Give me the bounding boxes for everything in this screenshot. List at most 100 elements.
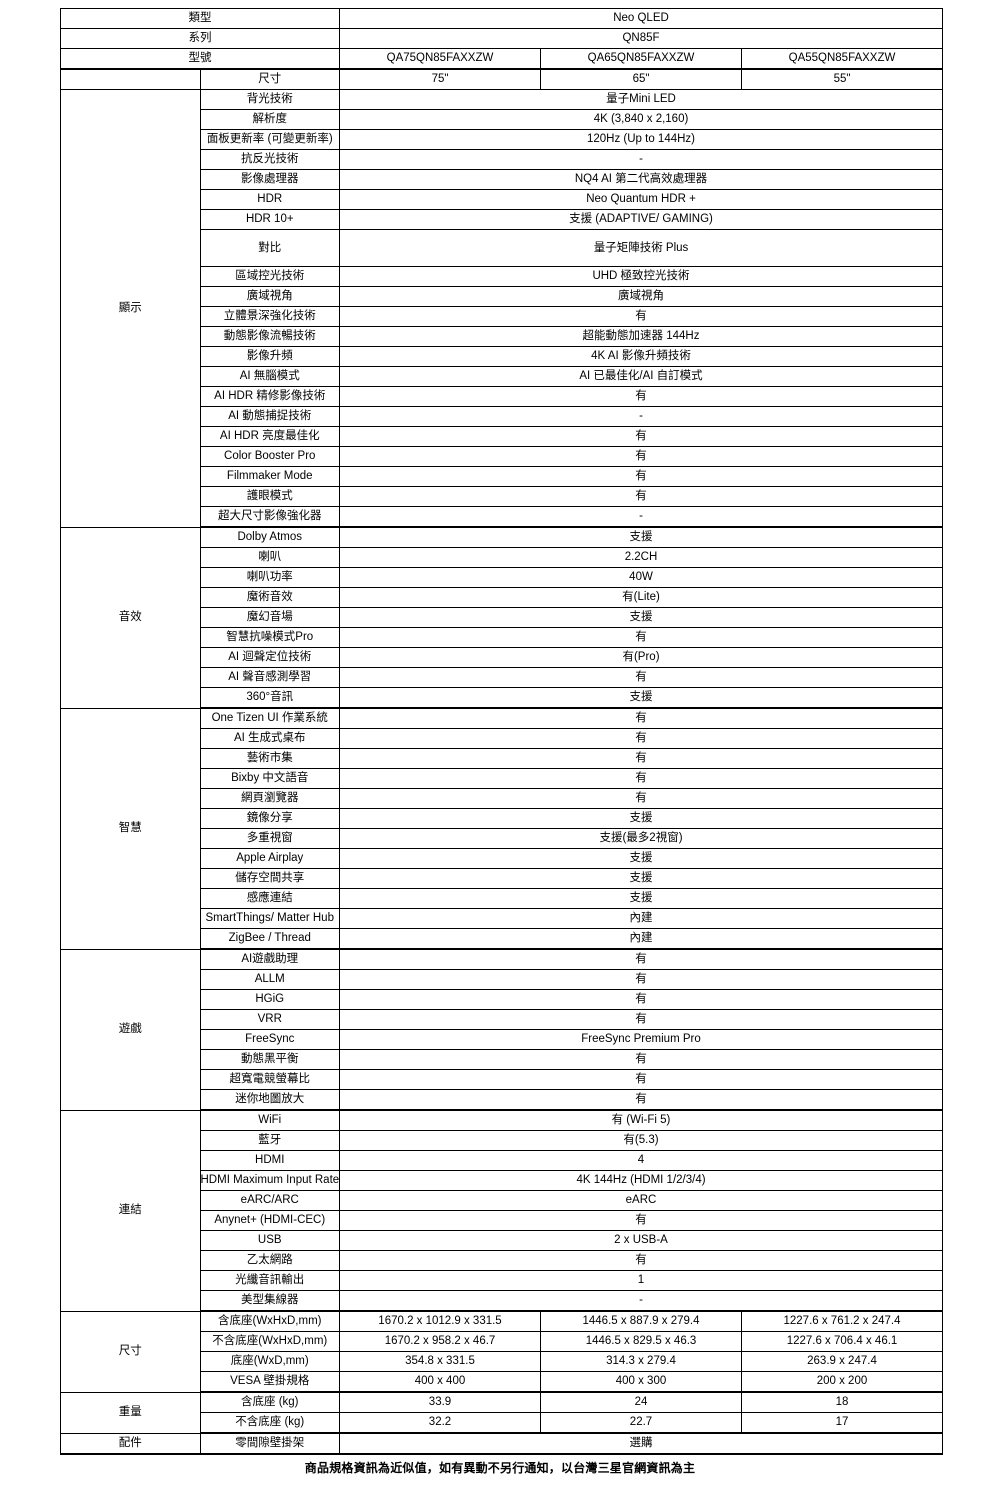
table-row: 智慧抗噪模式Pro 有 <box>61 627 943 648</box>
table-row: AI 生成式桌布有 <box>61 728 943 749</box>
row-label: 零間隙壁掛架 <box>199 1432 340 1455</box>
row-value: 33.9 <box>339 1391 541 1413</box>
category-重量: 重量 <box>60 1391 201 1434</box>
table-row: 感應連結 支援 <box>61 888 943 909</box>
row-value: 有 <box>339 1250 943 1271</box>
row-value: 4K 144Hz (HDMI 1/2/3/4) <box>339 1170 943 1191</box>
row-value: 40W <box>339 567 943 588</box>
row-label: Apple Airplay <box>199 848 340 869</box>
table-row: 光纖音訊輸出 1 <box>61 1270 943 1291</box>
row-value: 有 <box>339 728 943 749</box>
row-value: 24 <box>540 1391 742 1413</box>
row-label: VRR <box>199 1009 340 1030</box>
row-label: AI HDR 精修影像技術 <box>199 386 340 407</box>
row-value: 有 <box>339 486 943 507</box>
table-row: 對比 量子矩陣技術 Plus <box>61 229 943 267</box>
row-value: 有 <box>339 1069 943 1090</box>
row-value: 支援 <box>339 687 943 709</box>
table-body: 類型 Neo QLED 系列 QN85F 型號 QA75QN85FAXXZW QA65QN8… <box>60 8 943 1455</box>
row-label: HGiG <box>199 989 340 1010</box>
table-row: 迷你地圖放大有 <box>61 1089 943 1111</box>
row-label: 迷你地圖放大 <box>199 1089 340 1111</box>
row-value: 有 <box>339 386 943 407</box>
row-value: 支援 <box>339 808 943 829</box>
table-row: 遊戲 AI遊戲助理有 <box>60 948 943 1111</box>
row-value: 22.7 <box>540 1412 742 1434</box>
row-value: - <box>339 506 943 528</box>
table-row: 儲存空間共享 支援 <box>61 868 943 889</box>
row-label: 光纖音訊輸出 <box>199 1270 340 1291</box>
row-label: 背光技術 <box>199 89 340 110</box>
row-value: 量子矩陣技術 Plus <box>339 229 943 267</box>
category-尺寸: 尺寸 <box>60 1310 201 1393</box>
table-row: 顯示 背光技術 量子Mini LED <box>60 89 943 528</box>
row-label: 抗反光技術 <box>199 149 340 170</box>
row-label: 藝術市集 <box>199 748 340 769</box>
row-value: 支援(最多2視窗) <box>339 828 943 849</box>
table-row: USB 2 x USB-A <box>61 1230 943 1251</box>
row-label: WiFi <box>199 1109 340 1131</box>
row-label: 智慧抗噪模式Pro <box>199 627 340 648</box>
row-value: 1227.6 x 761.2 x 247.4 <box>741 1310 943 1332</box>
row-label: 美型集線器 <box>199 1290 340 1312</box>
row-label: 喇叭功率 <box>199 567 340 588</box>
row-value: 有 (Wi-Fi 5) <box>339 1109 943 1131</box>
row-value: 支援 <box>339 868 943 889</box>
row-value: 2 x USB-A <box>339 1230 943 1251</box>
row-value: 32.2 <box>339 1412 541 1434</box>
row-value: 4K (3,840 x 2,160) <box>339 109 943 130</box>
row-label: 多重視窗 <box>199 828 340 849</box>
row-value: 有 <box>339 627 943 648</box>
row-label: AI 無腦模式 <box>199 366 340 387</box>
table-row: 音效 Dolby Atmos 支援 <box>60 526 943 709</box>
row-value: 1446.5 x 887.9 x 279.4 <box>540 1310 742 1332</box>
row-label: 網頁瀏覽器 <box>199 788 340 809</box>
row-value: 400 x 300 <box>540 1371 742 1393</box>
table-row: 護眼模式有 <box>61 486 943 507</box>
row-value: 1227.6 x 706.4 x 46.1 <box>741 1331 943 1352</box>
row-label: 廣域視角 <box>199 286 340 307</box>
row-label: ALLM <box>199 969 340 990</box>
row-value: 354.8 x 331.5 <box>339 1351 541 1372</box>
row-label: 喇叭 <box>199 547 340 568</box>
row-value: 314.3 x 279.4 <box>540 1351 742 1372</box>
row-value: 2.2CH <box>339 547 943 568</box>
row-label: Anynet+ (HDMI-CEC) <box>199 1210 340 1231</box>
row-label: AI 迴聲定位技術 <box>199 647 340 668</box>
table-row: 類型 Neo QLED <box>60 8 943 29</box>
table-row: 重量 含底座 (kg) 33.9 24 18 <box>60 1391 943 1434</box>
table-row: ZigBee / Thread 內建 <box>61 928 943 950</box>
table-row: eARC/ARC eARC <box>61 1190 943 1211</box>
row-value: 超能動態加速器 144Hz <box>339 326 943 347</box>
row-label: AI遊戲助理 <box>199 948 340 970</box>
table-row: HDR Neo Quantum HDR + <box>61 189 943 210</box>
table-row: 面板更新率 (可變更新率) 120Hz (Up to 144Hz) <box>61 129 943 150</box>
table-row: 尺寸 含底座(WxHxD,mm) 1670.2 x 1012.9 x 331.5 14… <box>60 1310 943 1393</box>
table-row: HDR 10+ 支援 (ADAPTIVE/ GAMING) <box>61 209 943 230</box>
row-value: 有 <box>339 969 943 990</box>
table-row: ALLM 有 <box>61 969 943 990</box>
row-label: AI 生成式桌布 <box>199 728 340 749</box>
category-遊戲: 遊戲 <box>60 948 201 1111</box>
row-value: 17 <box>741 1412 943 1434</box>
category-音效: 音效 <box>60 526 201 709</box>
row-value: 內建 <box>339 908 943 929</box>
row-value: 有 <box>339 1089 943 1111</box>
row-label: 藍牙 <box>199 1130 340 1151</box>
row-label: 面板更新率 (可變更新率) <box>199 129 340 150</box>
table-row: 魔術音效 有(Lite) <box>61 587 943 608</box>
table-row: AI 聲音感測學習有 <box>61 667 943 688</box>
row-label: Filmmaker Mode <box>199 466 340 487</box>
row-value: 有 <box>339 1009 943 1030</box>
row-label: 超大尺寸影像強化器 <box>199 506 340 528</box>
row-value: 有 <box>339 426 943 447</box>
row-value: 有 <box>339 1210 943 1231</box>
row-label: ZigBee / Thread <box>199 928 340 950</box>
row-label: 底座(WxD,mm) <box>199 1351 340 1372</box>
model-name: QA75QN85FAXXZW <box>339 48 541 70</box>
category-配件: 配件 <box>60 1432 201 1455</box>
row-label: AI 動態捕捉技術 <box>199 406 340 427</box>
row-label: 立體景深強化技術 <box>199 306 340 327</box>
category-智慧: 智慧 <box>60 707 201 950</box>
table-row: 不含底座(WxHxD,mm) 1670.2 x 958.2 x 46.7 1446.… <box>61 1331 943 1352</box>
